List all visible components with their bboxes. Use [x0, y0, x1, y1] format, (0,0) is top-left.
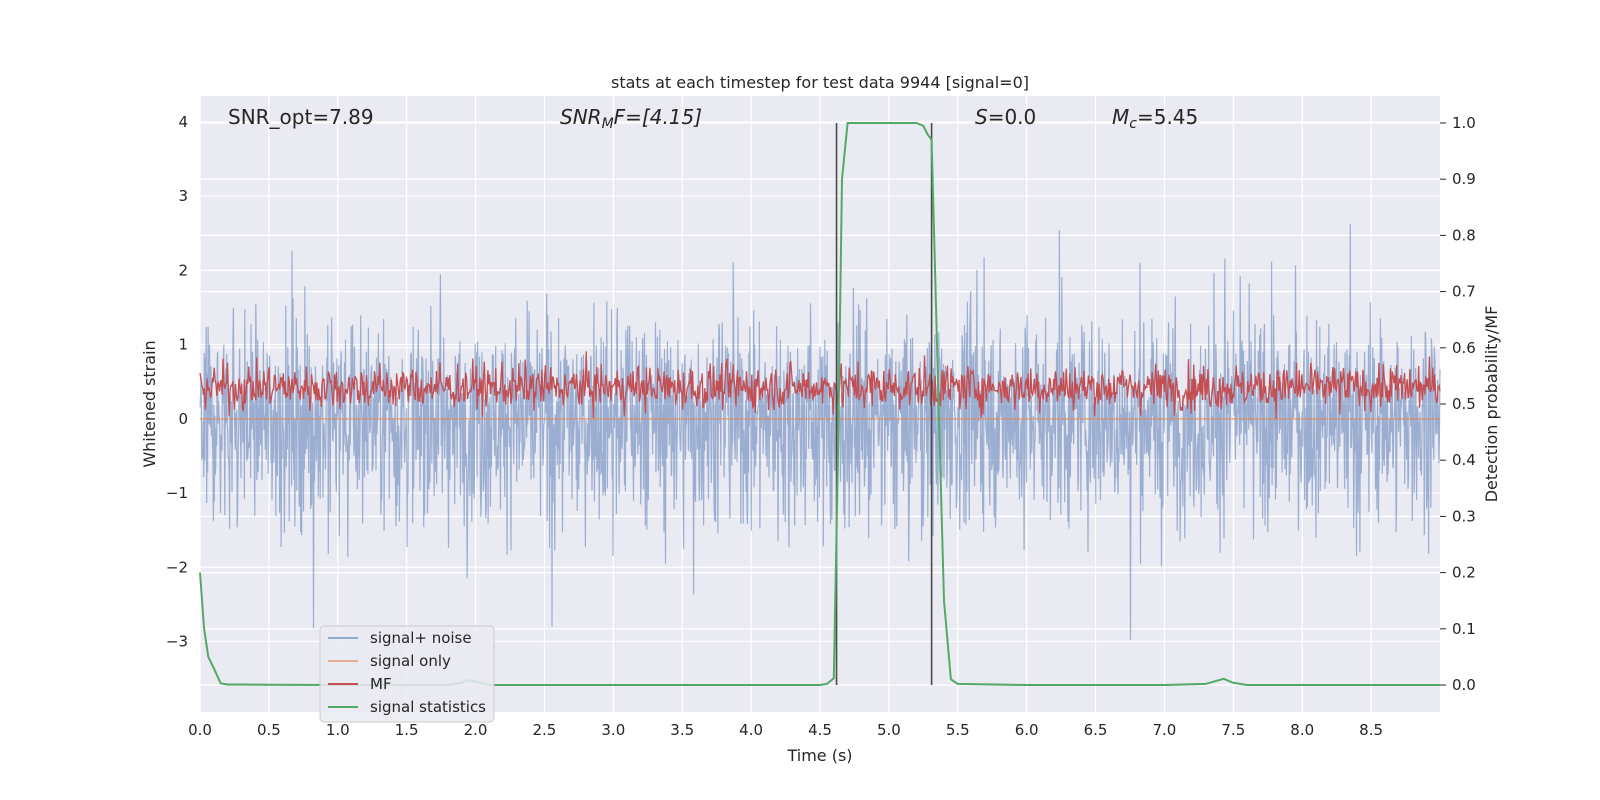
y-axis-right-ticks: 1.0 0.9 0.8 0.7 0.6 0.5 0.4 0.3 0.2 0.1 0.0 — [1440, 114, 1476, 694]
annotation-snr-opt: SNR_opt=7.89 — [228, 105, 374, 129]
y-left-tick-label: 1 — [178, 336, 188, 354]
legend-label-signal-only: signal only — [370, 652, 451, 670]
series-signal-plus-noise — [199, 223, 1441, 641]
series-signal-statistics — [199, 122, 1440, 686]
y-left-tick-label: 0 — [178, 410, 188, 428]
legend: signal+ noise signal only MF signal stat… — [319, 625, 495, 723]
y-right-tick-label: 1.0 — [1452, 114, 1476, 132]
y-right-tick-label: 0.8 — [1452, 226, 1476, 244]
y-left-tick-label: 2 — [178, 261, 188, 279]
y-right-tick-label: 0.6 — [1452, 339, 1476, 357]
legend-label-mf: MF — [370, 675, 392, 693]
x-tick-label: 4.0 — [739, 721, 763, 739]
y-right-tick-label: 0.2 — [1452, 564, 1476, 582]
y-left-tick-label: −2 — [166, 558, 188, 576]
x-tick-label: 8.0 — [1290, 721, 1314, 739]
legend-label-signal-plus-noise: signal+ noise — [370, 629, 472, 647]
y-right-tick-label: 0.5 — [1452, 395, 1476, 413]
y-axis-left-label: Whitened strain — [140, 340, 159, 467]
line-signal-statistics — [199, 122, 1440, 686]
y-right-tick-label: 0.0 — [1452, 676, 1476, 694]
x-tick-label: 0.0 — [188, 721, 212, 739]
y-left-tick-label: 3 — [178, 187, 188, 205]
x-axis-ticks: 0.0 0.5 1.0 1.5 2.0 2.5 3.0 3.5 4.0 4.5 5.0 5.5 6.0 6… — [188, 721, 1383, 739]
x-tick-label: 5.0 — [877, 721, 901, 739]
vertical-markers — [835, 122, 933, 686]
y-axis-right-label: Detection probability/MF — [1482, 306, 1501, 503]
line-signal-plus-noise — [199, 223, 1441, 641]
x-tick-label: 2.0 — [464, 721, 488, 739]
annotation-snr-mf: SNRMF=[4.15] — [560, 105, 702, 132]
x-tick-label: 0.5 — [257, 721, 281, 739]
y-right-tick-label: 0.9 — [1452, 170, 1476, 188]
x-tick-label: 2.5 — [533, 721, 557, 739]
annotation-mc: Mc=5.45 — [1112, 105, 1198, 132]
y-axis-left-ticks: 4 3 2 1 0 −1 −2 −3 — [166, 113, 188, 651]
x-tick-label: 6.5 — [1084, 721, 1108, 739]
x-tick-label: 5.5 — [946, 721, 970, 739]
x-tick-label: 7.0 — [1153, 721, 1177, 739]
legend-box — [319, 625, 495, 723]
x-tick-label: 6.0 — [1015, 721, 1039, 739]
x-tick-label: 1.5 — [395, 721, 419, 739]
x-tick-label: 3.5 — [670, 721, 694, 739]
x-tick-label: 3.0 — [601, 721, 625, 739]
y-left-tick-label: −3 — [166, 632, 188, 650]
y-left-tick-label: 4 — [178, 113, 188, 131]
series-mf — [199, 351, 1441, 419]
annotation-s: S=0.0 — [975, 105, 1036, 129]
x-tick-label: 7.5 — [1221, 721, 1245, 739]
line-mf — [199, 351, 1441, 419]
x-tick-label: 8.5 — [1359, 721, 1383, 739]
x-tick-label: 1.0 — [326, 721, 350, 739]
y-left-tick-label: −1 — [166, 484, 188, 502]
legend-label-signal-statistics: signal statistics — [370, 698, 486, 716]
chart-title: stats at each timestep for test data 994… — [611, 73, 1029, 92]
y-right-tick-label: 0.1 — [1452, 620, 1476, 638]
x-tick-label: 4.5 — [808, 721, 832, 739]
y-right-tick-label: 0.3 — [1452, 507, 1476, 525]
x-axis-label: Time (s) — [786, 746, 852, 765]
y-right-tick-label: 0.7 — [1452, 283, 1476, 301]
y-right-tick-label: 0.4 — [1452, 451, 1476, 469]
